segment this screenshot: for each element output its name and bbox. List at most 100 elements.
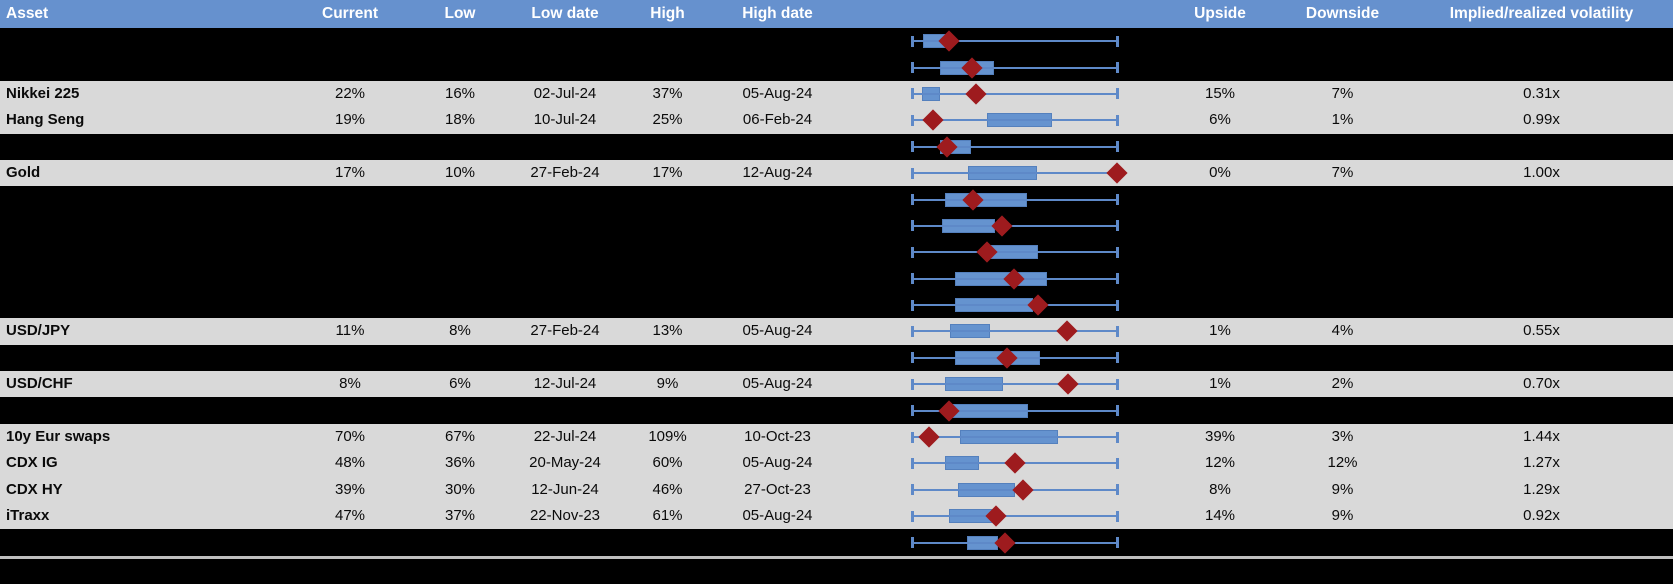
- cell-low_date: 22-Jul-24: [533, 427, 597, 445]
- cell-high_date: [715, 529, 840, 555]
- cell-vol: 0.55x: [1523, 322, 1560, 340]
- current-marker-diamond-icon: [965, 83, 987, 105]
- cell-vol: [1410, 397, 1673, 423]
- range-whisker-line: [913, 172, 1117, 175]
- cell-current: 48%: [334, 454, 366, 472]
- boxplot-only-row: [0, 28, 1673, 55]
- range-whisker-line: [913, 119, 1117, 122]
- cell-asset: [0, 292, 290, 318]
- cell-current: [290, 213, 410, 239]
- column-header-low_date: Low date: [531, 5, 599, 22]
- cell-high_date: 05-Aug-24: [742, 84, 813, 102]
- range-whisker-line: [913, 224, 1117, 227]
- bottom-spacer: [0, 558, 1673, 582]
- cell-current: [290, 134, 410, 160]
- cell-high_date: 05-Aug-24: [742, 322, 813, 340]
- cell-current: [290, 266, 410, 292]
- cell-vol: 0.70x: [1523, 375, 1560, 393]
- cell-upside: [1165, 292, 1275, 318]
- asset-row: USD/JPY 11% 8% 27-Feb-24 13% 05-Aug-24 1% 4% 0.5…: [0, 318, 1673, 345]
- cell-upside: [1165, 345, 1275, 371]
- cell-low: 8%: [449, 322, 471, 340]
- cell-downside: [1275, 292, 1410, 318]
- cell-high_date: 05-Aug-24: [742, 454, 813, 472]
- cell-upside: [1165, 134, 1275, 160]
- cell-downside: 2%: [1331, 375, 1354, 393]
- boxplot-only-row: [0, 239, 1673, 266]
- range-boxplot: [840, 477, 1165, 503]
- cell-low: [410, 529, 510, 555]
- cell-downside: [1275, 213, 1410, 239]
- range-whisker-line: [913, 145, 1117, 148]
- range-boxplot: [840, 318, 1165, 344]
- cell-vol: [1410, 186, 1673, 212]
- cell-downside: [1275, 134, 1410, 160]
- asset-row: Hang Seng 19% 18% 10-Jul-24 25% 06-Feb-24 6% 1%…: [0, 107, 1673, 134]
- cell-low: [410, 397, 510, 423]
- range-boxplot: [840, 239, 1165, 265]
- cell-downside: 7%: [1331, 84, 1354, 102]
- asset-row: CDX HY 39% 30% 12-Jun-24 46% 27-Oct-23 8% 9% 1.2…: [0, 476, 1673, 504]
- cell-asset: [0, 134, 290, 160]
- cell-vol: [1410, 54, 1673, 80]
- cell-high_date: [715, 397, 840, 423]
- range-boxplot: [840, 424, 1165, 450]
- cell-asset: Hang Seng: [6, 111, 85, 129]
- cell-asset: [0, 54, 290, 80]
- cell-low: 10%: [444, 163, 476, 181]
- whisker-cap-right-icon: [1116, 114, 1119, 126]
- cell-vol: 1.00x: [1523, 163, 1560, 181]
- cell-upside: [1165, 397, 1275, 423]
- current-marker-diamond-icon: [1106, 162, 1128, 184]
- column-header-vol: Implied/realized volatility: [1449, 5, 1634, 22]
- boxplot-only-row: [0, 133, 1673, 160]
- asset-row: CDX IG 48% 36% 20-May-24 60% 05-Aug-24 12% 12% 1…: [0, 450, 1673, 477]
- range-boxplot: [840, 345, 1165, 371]
- range-boxplot: [840, 81, 1165, 107]
- cell-current: 39%: [334, 480, 366, 498]
- cell-current: 8%: [339, 375, 361, 393]
- cell-current: 11%: [335, 322, 365, 340]
- boxplot-only-row: [0, 397, 1673, 424]
- asset-row: 10y Eur swaps 70% 67% 22-Jul-24 109% 10-Oct-2…: [0, 423, 1673, 451]
- cell-high_date: [715, 186, 840, 212]
- cell-upside: 8%: [1209, 480, 1231, 498]
- cell-high_date: [715, 28, 840, 54]
- cell-high: 17%: [652, 163, 683, 181]
- range-boxplot: [840, 107, 1165, 133]
- cell-high_date: [715, 292, 840, 318]
- cell-asset: [0, 213, 290, 239]
- cell-upside: [1165, 186, 1275, 212]
- whisker-cap-left-icon: [911, 88, 914, 100]
- boxplot-only-row: [0, 291, 1673, 319]
- cell-low: [410, 292, 510, 318]
- cell-downside: [1275, 186, 1410, 212]
- boxplot-only-row: [0, 54, 1673, 81]
- cell-vol: [1410, 266, 1673, 292]
- range-boxplot: [840, 266, 1165, 292]
- cell-high_date: 10-Oct-23: [744, 427, 811, 445]
- range-boxplot: [840, 292, 1165, 318]
- cell-downside: 7%: [1331, 163, 1354, 181]
- whisker-cap-right-icon: [1116, 299, 1119, 311]
- cell-upside: 1%: [1209, 375, 1231, 393]
- cell-asset: CDX HY: [6, 480, 63, 498]
- cell-high: 9%: [656, 375, 679, 393]
- cell-high: [620, 266, 715, 292]
- cell-current: [290, 28, 410, 54]
- cell-high: [620, 186, 715, 212]
- cell-current: [290, 239, 410, 265]
- cell-upside: 39%: [1204, 427, 1236, 445]
- current-marker-diamond-icon: [922, 109, 944, 131]
- current-marker-diamond-icon: [918, 426, 940, 448]
- cell-asset: CDX IG: [6, 454, 58, 472]
- whisker-cap-left-icon: [911, 114, 914, 126]
- boxplot-only-row: [0, 186, 1673, 213]
- cell-high: [620, 397, 715, 423]
- whisker-cap-right-icon: [1116, 431, 1119, 443]
- cell-asset: [0, 239, 290, 265]
- column-header-asset: Asset: [6, 5, 49, 22]
- range-boxplot: [840, 186, 1165, 212]
- cell-vol: [1410, 213, 1673, 239]
